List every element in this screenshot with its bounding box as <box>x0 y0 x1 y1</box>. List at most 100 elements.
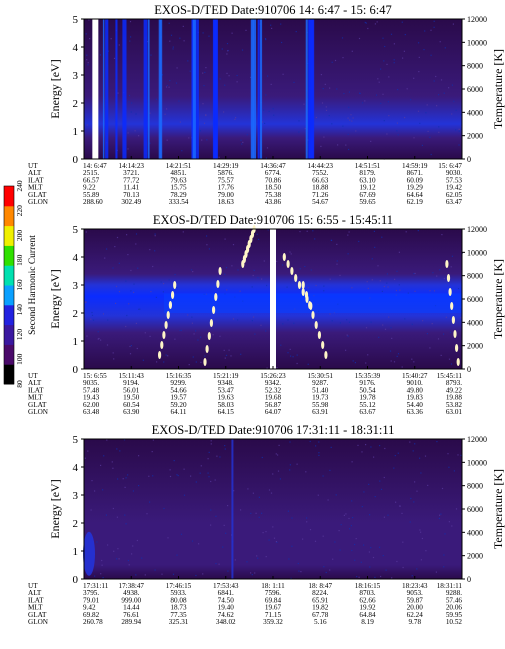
table-cell: 19.12 <box>359 184 376 192</box>
speckle <box>381 290 383 292</box>
table-cell: 63.48 <box>83 408 100 416</box>
table-cell: 3721. <box>123 169 139 177</box>
speckle <box>282 323 284 325</box>
speckle <box>374 23 376 25</box>
table-cell: 9194. <box>123 379 139 387</box>
colorbar-tick-label: 80 <box>15 380 24 388</box>
speckle <box>167 355 169 357</box>
y2-tick-label: 4000 <box>467 528 483 537</box>
speckle <box>200 465 202 467</box>
table-cell: 9288. <box>446 589 462 597</box>
table-cell: 59.20 <box>170 401 187 409</box>
speckle <box>257 557 259 559</box>
hot-streak <box>445 260 449 268</box>
speckle <box>450 266 452 268</box>
table-cell: 15:21:19 <box>213 372 239 380</box>
speckle <box>224 273 226 275</box>
speckle <box>399 289 401 291</box>
speckle <box>223 524 225 526</box>
speckle <box>348 106 350 108</box>
bright-band <box>143 19 148 159</box>
speckle <box>414 443 416 445</box>
speckle <box>128 303 130 305</box>
speckle <box>339 322 341 324</box>
speckle <box>136 539 138 542</box>
hot-streak <box>450 302 454 310</box>
speckle <box>208 451 210 453</box>
speckle <box>94 490 96 492</box>
table-cell: 18: 1:11 <box>261 582 285 590</box>
speckle <box>187 314 189 316</box>
speckle <box>370 446 372 448</box>
speckle <box>402 57 404 59</box>
speckle <box>182 25 184 27</box>
speckle <box>138 135 140 137</box>
speckle <box>278 444 280 446</box>
speckle <box>90 509 92 511</box>
hot-streak <box>311 311 315 319</box>
speckle <box>272 473 274 475</box>
speckle <box>168 22 170 24</box>
table-cell: 325.31 <box>169 618 189 626</box>
row-label: MLT <box>28 604 43 612</box>
speckle <box>457 288 460 290</box>
speckle <box>401 512 403 514</box>
speckle <box>149 142 151 144</box>
speckle <box>336 243 338 245</box>
speckle <box>264 122 266 124</box>
speckle <box>118 262 120 264</box>
speckle <box>300 571 302 573</box>
speckle <box>282 73 284 75</box>
speckle <box>458 144 460 146</box>
speckle <box>163 507 165 510</box>
speckle <box>257 277 259 279</box>
speckle <box>387 286 389 288</box>
speckle <box>421 144 423 146</box>
speckle <box>330 446 332 448</box>
row-label: GLON <box>28 618 49 626</box>
y-tick-label: 0 <box>73 574 79 586</box>
speckle <box>429 136 431 138</box>
speckle <box>263 260 265 262</box>
speckle <box>443 333 445 335</box>
colorbar-tick-label: 220 <box>15 205 24 217</box>
speckle <box>404 117 406 119</box>
speckle <box>127 474 129 476</box>
speckle <box>315 445 317 447</box>
table-cell: 15: 6:47 <box>438 162 462 170</box>
y-tick-label: 1 <box>73 336 79 348</box>
speckle <box>420 531 422 533</box>
speckle <box>246 134 248 136</box>
speckle <box>127 254 129 256</box>
table-cell: 19.40 <box>218 604 235 612</box>
band-feature <box>164 293 462 313</box>
speckle <box>101 564 103 566</box>
speckle <box>128 95 131 97</box>
table-cell: 70.13 <box>123 191 140 199</box>
table-cell: 59.95 <box>446 611 463 619</box>
speckle <box>265 39 267 41</box>
speckle <box>198 543 200 545</box>
table-cell: 57.53 <box>446 176 463 184</box>
table-cell: 9.42 <box>83 604 96 612</box>
speckle <box>296 362 298 365</box>
table-cell: 3795. <box>83 589 99 597</box>
colorbar-tick-label: 240 <box>15 180 24 192</box>
speckle <box>96 541 98 543</box>
speckle <box>343 93 345 95</box>
speckle <box>231 265 233 267</box>
colorbar-segment <box>4 344 14 365</box>
table-cell: 5876. <box>218 169 234 177</box>
speckle <box>309 440 311 443</box>
speckle <box>448 358 451 360</box>
speckle <box>276 260 278 262</box>
speckle <box>369 566 371 568</box>
table-cell: 15:26:23 <box>260 372 286 380</box>
speckle <box>226 43 229 45</box>
row-label: UT <box>28 162 38 170</box>
speckle <box>307 363 309 365</box>
speckle <box>167 537 169 539</box>
table-cell: 55.12 <box>359 401 376 409</box>
speckle <box>444 533 446 535</box>
